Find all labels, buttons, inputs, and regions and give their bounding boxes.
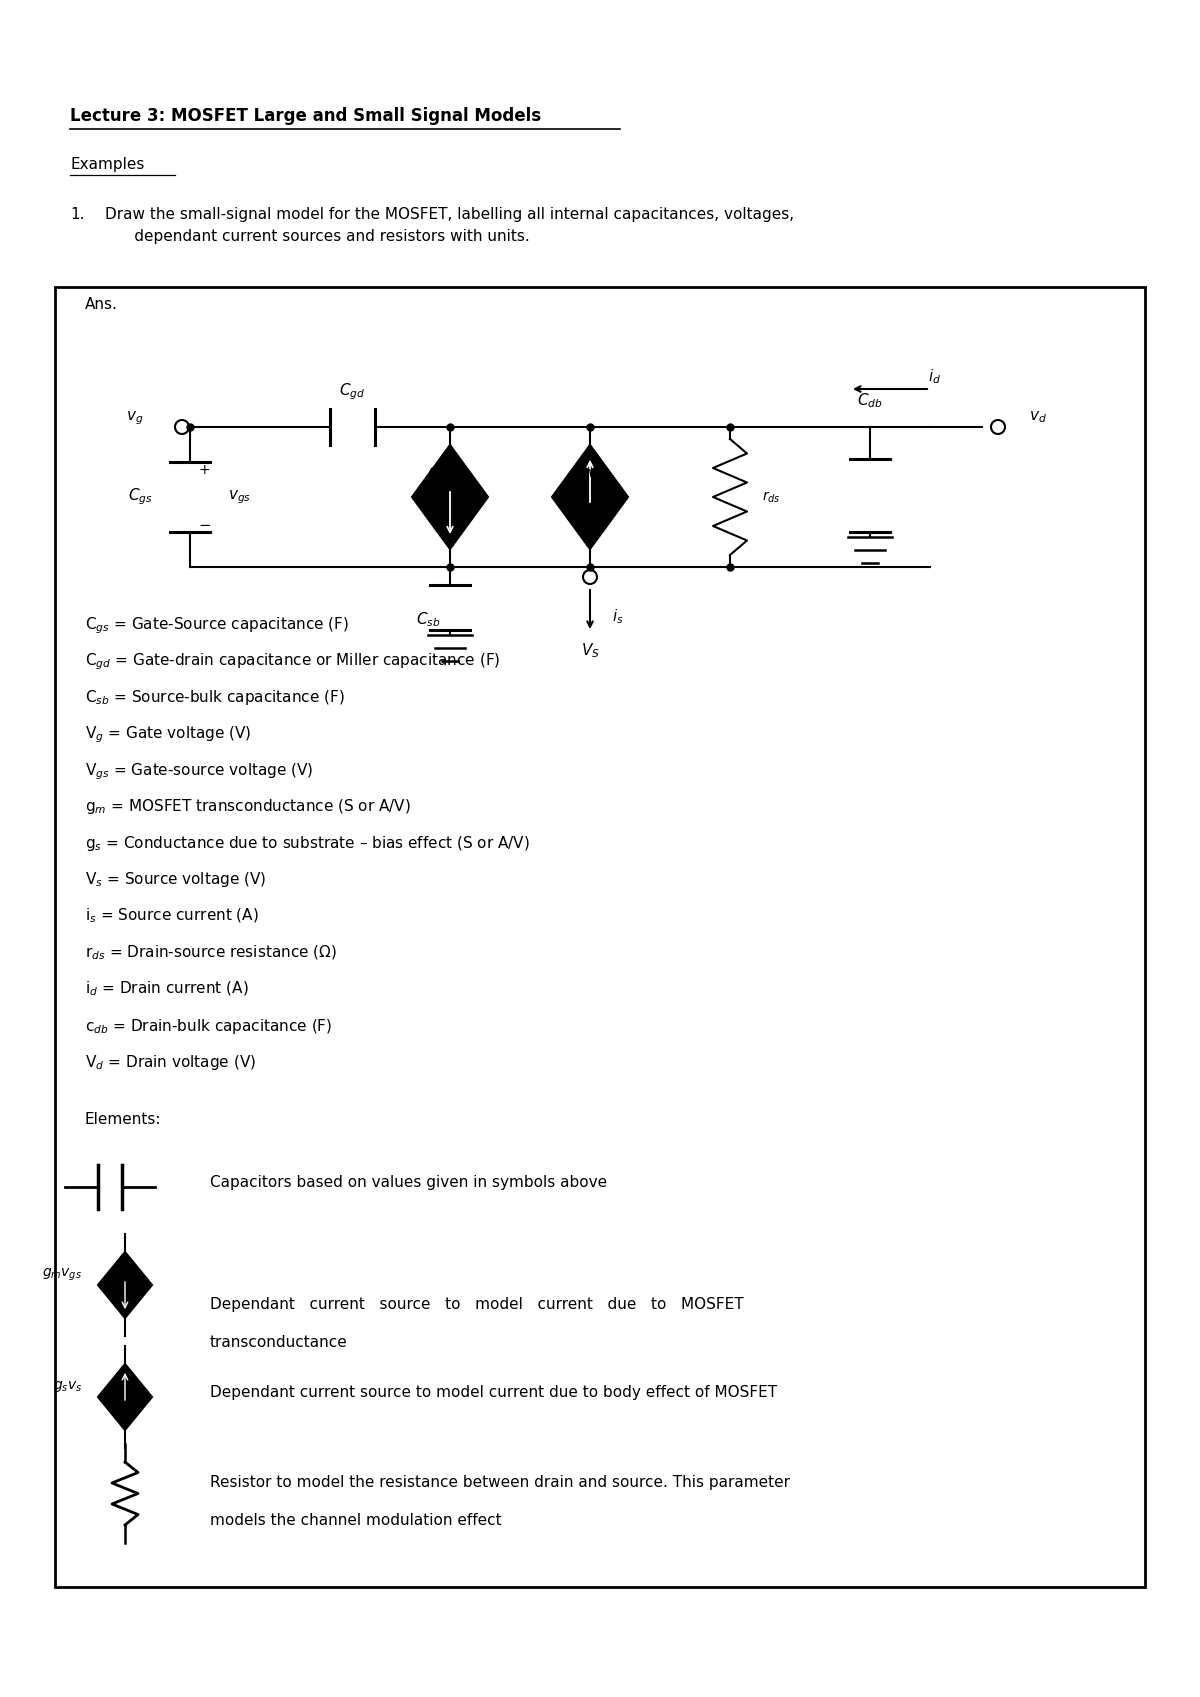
Text: g$_{m}$ = MOSFET transconductance (S or A/V): g$_{m}$ = MOSFET transconductance (S or … — [85, 798, 410, 816]
Text: Lecture 3: MOSFET Large and Small Signal Models: Lecture 3: MOSFET Large and Small Signal… — [70, 107, 541, 126]
Text: C$_{gs}$ = Gate-Source capacitance (F): C$_{gs}$ = Gate-Source capacitance (F) — [85, 614, 349, 636]
Text: Ans.: Ans. — [85, 297, 118, 312]
Text: Resistor to model the resistance between drain and source. This parameter: Resistor to model the resistance between… — [210, 1475, 790, 1490]
Text: V$_{gs}$ = Gate-source voltage (V): V$_{gs}$ = Gate-source voltage (V) — [85, 760, 313, 782]
Text: −: − — [198, 518, 211, 533]
Text: 1.: 1. — [70, 207, 84, 222]
Text: g$_{s}$ = Conductance due to substrate – bias effect (S or A/V): g$_{s}$ = Conductance due to substrate –… — [85, 833, 530, 854]
Text: $v_d$: $v_d$ — [1030, 409, 1046, 424]
Text: $g_m v_{gs}$: $g_m v_{gs}$ — [42, 1268, 82, 1283]
Text: $v_{gs}$: $v_{gs}$ — [228, 489, 251, 506]
Text: r$_{ds}$ = Drain-source resistance (Ω): r$_{ds}$ = Drain-source resistance (Ω) — [85, 944, 337, 962]
Polygon shape — [552, 445, 628, 550]
Text: $g_s v_s$: $g_s v_s$ — [53, 1380, 82, 1393]
Polygon shape — [98, 1364, 152, 1431]
Text: c$_{db}$ = Drain-bulk capacitance (F): c$_{db}$ = Drain-bulk capacitance (F) — [85, 1017, 332, 1035]
Text: i$_{d}$ = Drain current (A): i$_{d}$ = Drain current (A) — [85, 979, 248, 998]
Text: models the channel modulation effect: models the channel modulation effect — [210, 1514, 502, 1527]
Text: Elements:: Elements: — [85, 1112, 162, 1127]
Text: V$_{s}$ = Source voltage (V): V$_{s}$ = Source voltage (V) — [85, 871, 266, 889]
Text: V$_{d}$ = Drain voltage (V): V$_{d}$ = Drain voltage (V) — [85, 1054, 256, 1073]
Text: Dependant   current   source   to   model   current   due   to   MOSFET: Dependant current source to model curren… — [210, 1297, 744, 1312]
Text: C$_{sb}$ = Source-bulk capacitance (F): C$_{sb}$ = Source-bulk capacitance (F) — [85, 687, 344, 708]
Text: Capacitors based on values given in symbols above: Capacitors based on values given in symb… — [210, 1174, 607, 1190]
Text: $V_S$: $V_S$ — [581, 641, 600, 660]
Text: $g_s v_s$: $g_s v_s$ — [574, 467, 602, 482]
Text: $i_s$: $i_s$ — [612, 608, 624, 626]
Text: $i_d$: $i_d$ — [929, 367, 942, 385]
Text: V$_{g}$ = Gate voltage (V): V$_{g}$ = Gate voltage (V) — [85, 725, 252, 745]
Text: transconductance: transconductance — [210, 1336, 348, 1351]
Text: $r_{ds}$: $r_{ds}$ — [762, 489, 781, 504]
FancyBboxPatch shape — [55, 287, 1145, 1587]
Text: +: + — [198, 463, 210, 477]
Text: C$_{gd}$ = Gate-drain capacitance or Miller capacitance (F): C$_{gd}$ = Gate-drain capacitance or Mil… — [85, 652, 500, 672]
Text: $C_{db}$: $C_{db}$ — [857, 390, 883, 409]
Polygon shape — [98, 1252, 152, 1319]
Text: $v_g$: $v_g$ — [126, 409, 144, 426]
Text: $g_m v_{gs}$: $g_m v_{gs}$ — [428, 465, 468, 482]
Polygon shape — [412, 445, 488, 550]
Text: i$_{s}$ = Source current (A): i$_{s}$ = Source current (A) — [85, 906, 259, 925]
Text: $C_{gd}$: $C_{gd}$ — [340, 382, 366, 402]
Text: $C_{gs}$: $C_{gs}$ — [127, 487, 152, 507]
Text: $C_{sb}$: $C_{sb}$ — [415, 611, 440, 630]
Text: Dependant current source to model current due to body effect of MOSFET: Dependant current source to model curren… — [210, 1385, 778, 1400]
Text: Examples: Examples — [70, 158, 144, 171]
Text: Draw the small-signal model for the MOSFET, labelling all internal capacitances,: Draw the small-signal model for the MOSF… — [106, 207, 794, 244]
